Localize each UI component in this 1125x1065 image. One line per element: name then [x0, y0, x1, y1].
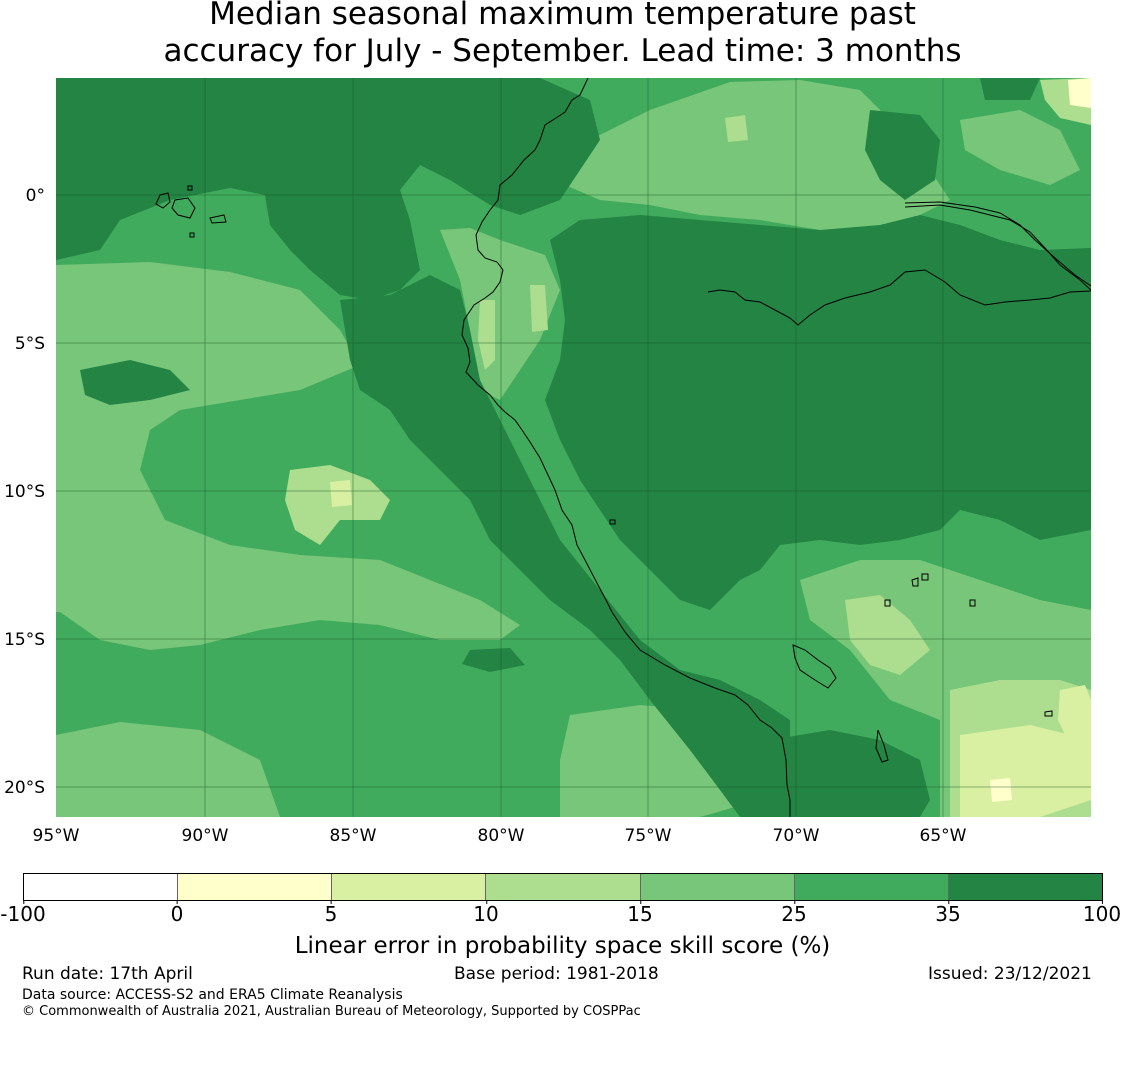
latitude-labels: 0° 5°S 10°S 15°S 20°S: [4, 186, 45, 798]
colorbar-segment: [332, 874, 487, 900]
lon-label-80w: 80°W: [478, 826, 525, 846]
lat-label-10s: 10°S: [4, 482, 45, 502]
lon-label-65w: 65°W: [920, 826, 967, 846]
colorbar: [23, 873, 1103, 901]
data-source: Data source: ACCESS-S2 and ERA5 Climate …: [22, 987, 403, 1003]
chart-title: Median seasonal maximum temperature past…: [0, 0, 1125, 70]
colorbar-segment: [948, 874, 1102, 900]
run-date: Run date: 17th April: [22, 964, 193, 984]
colorbar-segment: [640, 874, 795, 900]
lon-label-75w: 75°W: [625, 826, 672, 846]
colorbar-label: Linear error in probability space skill …: [294, 933, 831, 959]
colorbar-segment: [794, 874, 949, 900]
colorbar-tick: 25: [781, 900, 807, 926]
issued-date: Issued: 23/12/2021: [928, 964, 1092, 984]
lat-label-20s: 20°S: [4, 778, 45, 798]
colorbar-tick: 100: [1082, 900, 1122, 926]
copyright-notice: © Commonwealth of Australia 2021, Austra…: [22, 1004, 641, 1019]
lon-label-70w: 70°W: [773, 826, 820, 846]
coastline: [155, 78, 1091, 817]
lon-label-90w: 90°W: [182, 826, 229, 846]
map-gridlines: [56, 78, 1091, 817]
colorbar-tick: 10: [473, 900, 499, 926]
base-period: Base period: 1981-2018: [454, 964, 659, 984]
colorbar-segment: [178, 874, 333, 900]
lat-label-5s: 5°S: [15, 334, 45, 354]
lat-label-15s: 15°S: [4, 630, 45, 650]
colorbar-tick: -100: [0, 900, 46, 926]
skill-zone-35-100: [56, 78, 1091, 817]
colorbar-tick: 15: [627, 900, 653, 926]
title-line-2: accuracy for July - September. Lead time…: [163, 33, 962, 69]
colorbar-segment: [24, 874, 179, 900]
lat-label-0: 0°: [26, 186, 45, 206]
colorbar-segment: [486, 874, 641, 900]
colorbar-tick: 5: [324, 900, 338, 926]
title-line-1: Median seasonal maximum temperature past: [209, 0, 916, 32]
skill-zone-low: [330, 78, 1091, 817]
longitude-labels: 95°W 90°W 85°W 80°W 75°W 70°W 65°W: [33, 826, 967, 846]
skill-score-map: 0° 5°S 10°S 15°S 20°S 95°W 90°W 85°W 80°…: [4, 78, 1091, 846]
lon-label-95w: 95°W: [33, 826, 80, 846]
colorbar-tick: 0: [170, 900, 184, 926]
lon-label-85w: 85°W: [330, 826, 377, 846]
colorbar-tick: 35: [935, 900, 961, 926]
